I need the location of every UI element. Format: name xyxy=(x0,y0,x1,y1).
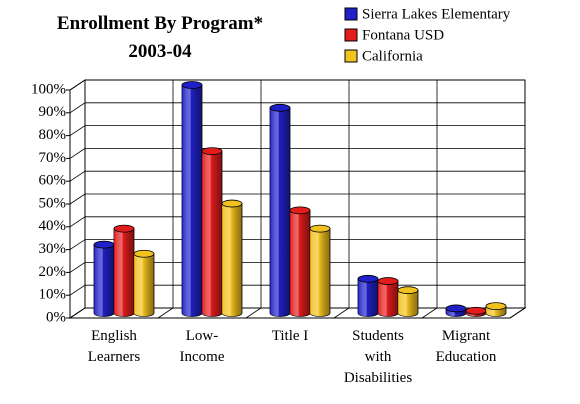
bar xyxy=(445,304,467,317)
bar xyxy=(309,224,331,317)
legend-label: California xyxy=(362,48,423,64)
x-tick-label: Students with Disabilities xyxy=(343,328,413,386)
grid-line xyxy=(69,261,525,273)
grid-line xyxy=(69,170,525,182)
bar xyxy=(357,274,379,317)
bar xyxy=(201,147,223,317)
legend-swatch xyxy=(344,7,358,21)
y-tick-label: 80% xyxy=(39,127,67,143)
x-tick-label: Migrant Education xyxy=(435,328,497,365)
legend-label: Fontana USD xyxy=(362,27,444,43)
grid-line xyxy=(69,239,525,250)
category-divider xyxy=(421,80,438,319)
grid-line xyxy=(69,216,525,228)
x-tick-label: Title I xyxy=(271,328,309,344)
bar xyxy=(397,286,419,317)
y-tick-label: 0% xyxy=(46,309,66,325)
category-divider xyxy=(157,80,174,319)
bar xyxy=(221,199,243,317)
bar xyxy=(113,224,135,317)
legend-label: Sierra Lakes Elementary xyxy=(362,6,511,22)
bar xyxy=(269,103,291,317)
grid-line xyxy=(69,193,525,205)
grid-line xyxy=(69,147,525,159)
y-tick-label: 60% xyxy=(39,173,67,189)
bar xyxy=(133,249,155,317)
y-tick-label: 40% xyxy=(39,218,67,234)
y-tick-label: 70% xyxy=(39,150,67,166)
bar xyxy=(377,277,399,317)
legend-swatch xyxy=(344,28,358,42)
bar xyxy=(289,206,311,317)
bar xyxy=(93,240,115,317)
bar xyxy=(465,306,487,317)
grid-line xyxy=(69,102,525,114)
y-tick-label: 50% xyxy=(39,195,67,211)
y-tick-label: 20% xyxy=(39,264,67,280)
bar xyxy=(485,302,507,317)
y-tick-label: 30% xyxy=(39,241,67,257)
y-tick-label: 100% xyxy=(31,81,66,97)
y-tick-label: 10% xyxy=(39,287,67,303)
grid-line xyxy=(69,125,525,136)
category-divider xyxy=(333,80,350,319)
category-divider xyxy=(509,80,526,319)
x-tick-label: English Learners xyxy=(87,328,141,365)
grid-line xyxy=(69,79,525,91)
bar xyxy=(181,81,203,317)
y-tick-label: 90% xyxy=(39,104,67,120)
x-tick-label: Low- Income xyxy=(179,328,225,365)
legend-swatch xyxy=(344,49,358,63)
category-divider xyxy=(245,80,262,319)
chart-title: Enrollment By Program* 2003-04 xyxy=(56,13,264,62)
